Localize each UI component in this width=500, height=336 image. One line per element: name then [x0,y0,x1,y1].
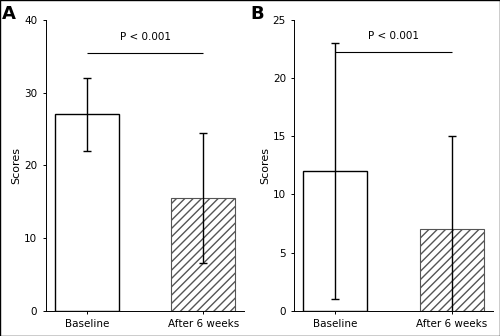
Text: B: B [250,5,264,23]
Y-axis label: Scores: Scores [12,147,22,184]
Bar [420,229,484,311]
Text: P < 0.001: P < 0.001 [368,31,419,41]
Text: A: A [2,5,16,23]
Bar [172,198,235,311]
Bar [304,171,368,311]
Text: P < 0.001: P < 0.001 [120,32,170,42]
Bar [54,114,119,311]
Y-axis label: Scores: Scores [260,147,270,184]
